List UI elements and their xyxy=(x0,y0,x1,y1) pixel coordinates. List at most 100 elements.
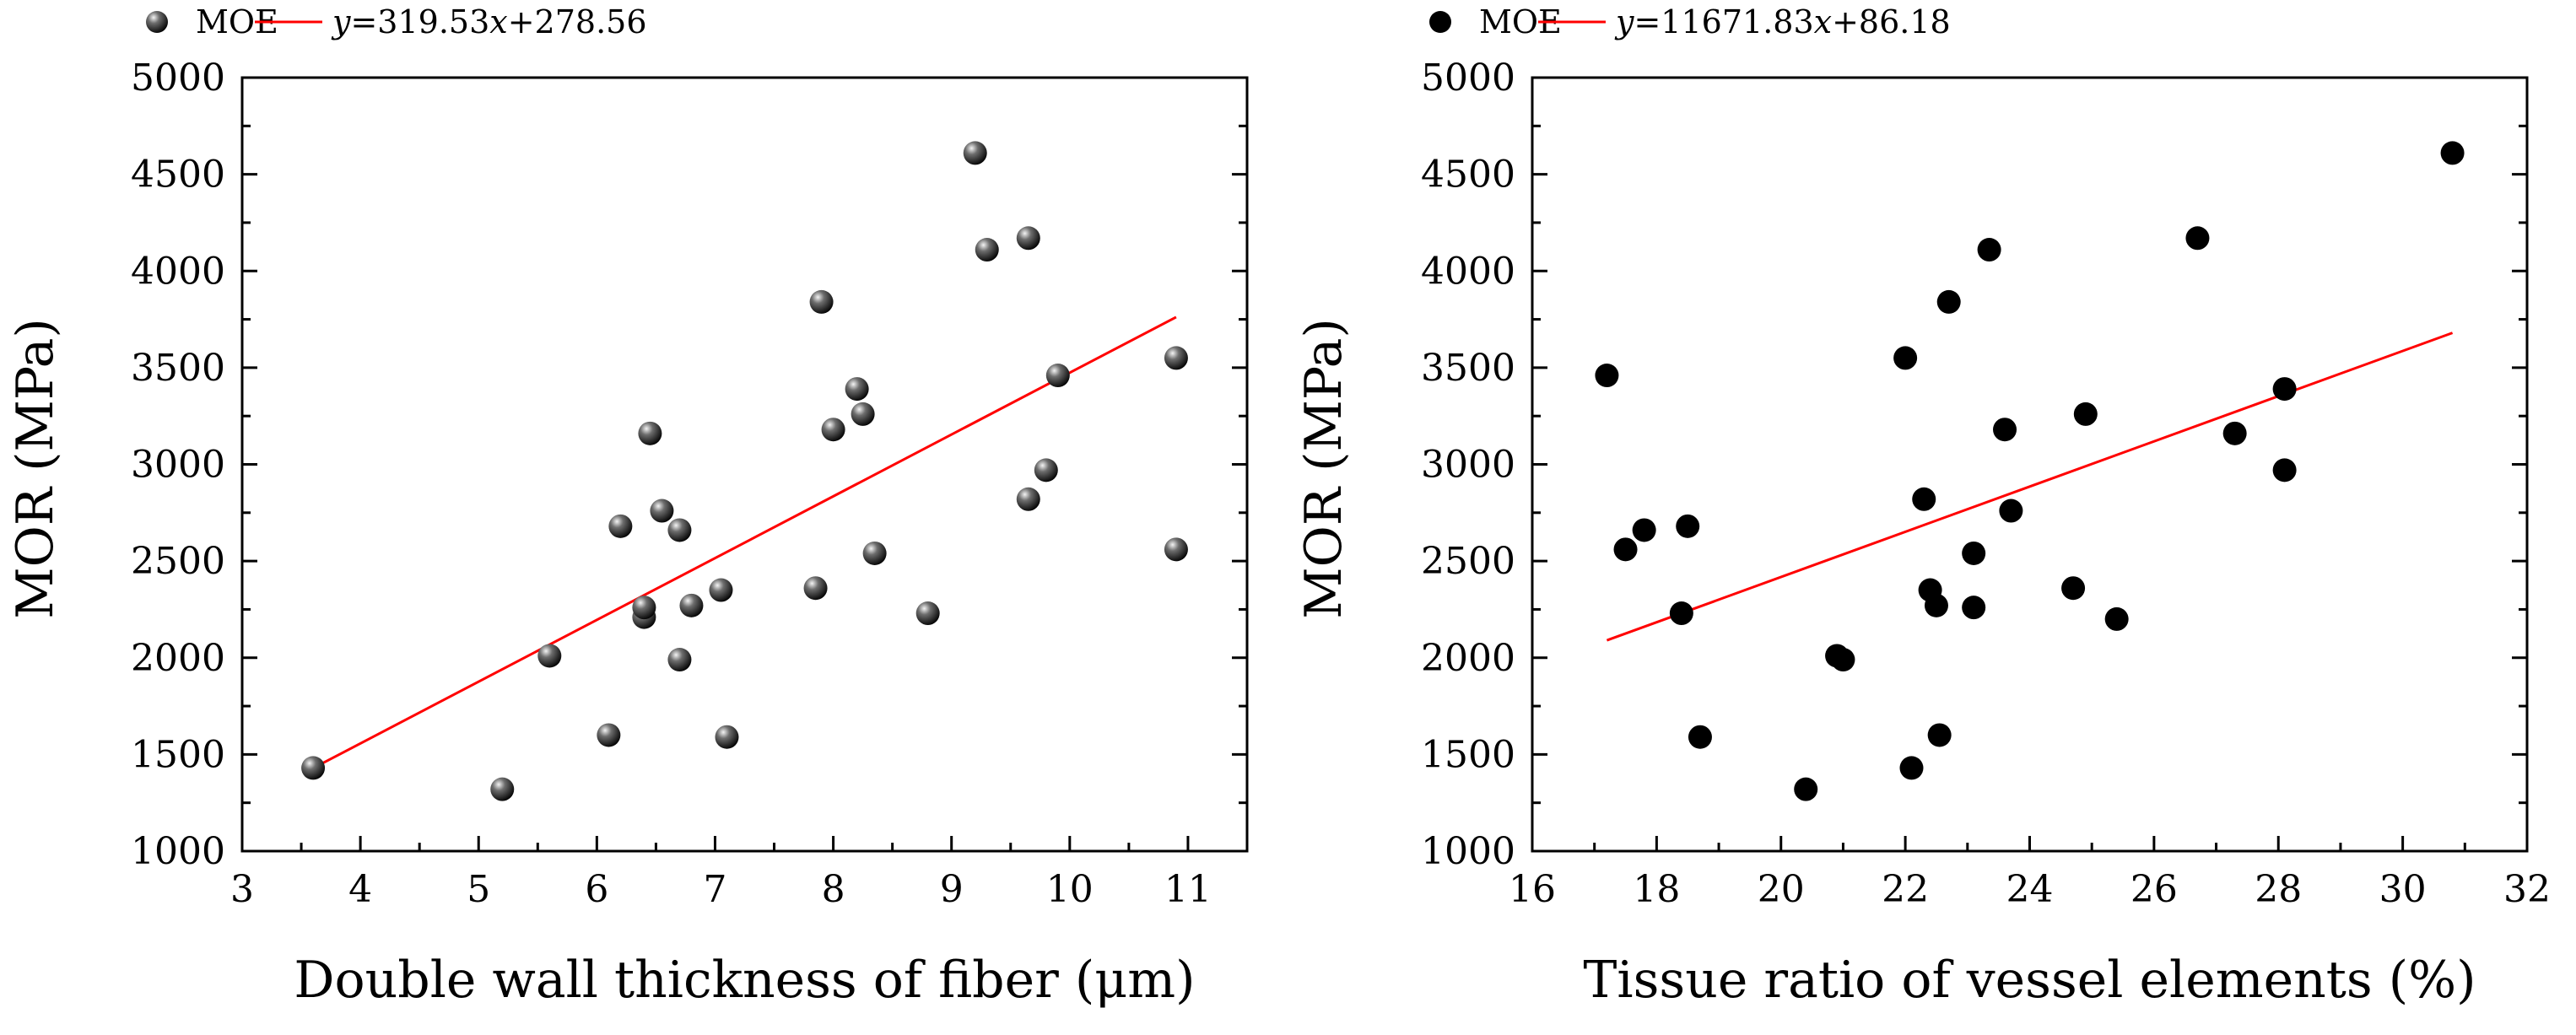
x-tick-label: 3 xyxy=(230,868,254,911)
data-point xyxy=(537,644,562,668)
data-point xyxy=(715,725,739,749)
data-point xyxy=(667,518,692,542)
y-axis-title: MOR (MPa) xyxy=(6,318,65,619)
x-tick-label: 24 xyxy=(2006,868,2054,911)
x-tick-label: 9 xyxy=(940,868,964,911)
y-tick-label: 2000 xyxy=(1421,637,1515,680)
chart-panel-vessel-ratio: 1000 1500 2000 2500 3000 3500 4000 4500 5000 16 18… xyxy=(1288,0,2576,1035)
data-point xyxy=(1927,723,1952,747)
data-point xyxy=(1999,499,2023,523)
y-tick-label: 2500 xyxy=(1421,540,1515,583)
fit-line xyxy=(1606,332,2454,642)
data-point xyxy=(851,402,875,426)
scatter-chart-vessel-ratio: 1000 1500 2000 2500 3000 3500 4000 4500 5000 16 18… xyxy=(1294,3,2551,1010)
plot-frame xyxy=(240,76,1249,853)
data-point xyxy=(809,289,834,314)
x-tick-label: 16 xyxy=(1509,868,1556,911)
data-point xyxy=(632,596,656,620)
x-tick-label: 26 xyxy=(2130,868,2178,911)
y-tick-label: 4000 xyxy=(131,250,225,293)
y-tick-label: 5000 xyxy=(131,57,225,100)
data-point xyxy=(1669,601,1693,626)
chart-panel-fiber-thickness: 1000 1500 2000 2500 3000 3500 4000 4500 5000 3 4 5 6… xyxy=(6,3,1249,1010)
y-tick-label: 3000 xyxy=(131,444,225,487)
data-point xyxy=(301,756,326,780)
data-point xyxy=(975,238,999,262)
data-point xyxy=(1962,596,1986,620)
x-axis-title: Double wall thickness of fiber (μm) xyxy=(294,951,1195,1010)
data-point xyxy=(2222,421,2247,445)
data-point xyxy=(1794,777,1818,801)
data-point xyxy=(1831,648,1855,672)
x-tick-label: 28 xyxy=(2255,868,2302,911)
x-tick-label: 10 xyxy=(1046,868,1094,911)
x-tick-label: 22 xyxy=(1882,868,1929,911)
plot-frame xyxy=(1531,76,2529,853)
data-point xyxy=(1924,593,1948,617)
data-point xyxy=(1676,514,1700,538)
y-tick-label: 2500 xyxy=(131,540,225,583)
x-axis-title: Tissue ratio of vessel elements (%) xyxy=(1583,951,2476,1010)
data-point xyxy=(608,514,633,538)
data-point xyxy=(1613,537,1638,562)
data-point xyxy=(2185,226,2210,251)
data-point xyxy=(1993,418,2017,442)
data-point xyxy=(597,723,621,747)
data-point xyxy=(1164,537,1188,562)
data-point xyxy=(2272,458,2297,482)
fit-line xyxy=(312,315,1177,770)
data-point xyxy=(1936,289,1961,314)
data-point xyxy=(679,593,704,617)
data-point xyxy=(638,421,662,445)
y-tick-label: 3000 xyxy=(1421,444,1515,487)
data-point xyxy=(709,578,733,602)
data-point xyxy=(862,541,887,565)
x-tick-label: 4 xyxy=(348,868,372,911)
y-tick-label: 3500 xyxy=(131,347,225,390)
data-point xyxy=(1016,226,1040,251)
y-tick-label: 2000 xyxy=(131,637,225,680)
data-point xyxy=(845,377,869,402)
y-axis-title: MOR (MPa) xyxy=(1294,318,1353,619)
x-tick-label: 32 xyxy=(2503,868,2551,911)
y-tick-label: 1500 xyxy=(131,733,225,776)
y-tick-label: 1000 xyxy=(131,830,225,873)
data-point xyxy=(1045,364,1070,388)
data-point xyxy=(1688,725,1712,749)
data-point xyxy=(667,648,692,672)
y-tick-label: 4500 xyxy=(1421,154,1515,197)
data-point xyxy=(821,418,845,442)
y-tick-label: 3500 xyxy=(1421,347,1515,390)
data-point xyxy=(963,141,987,165)
y-tick-label: 4000 xyxy=(1421,250,1515,293)
legend-equation: y=319.53x+278.56 xyxy=(331,3,647,40)
legend-marker xyxy=(1429,11,1451,33)
x-tick-label: 5 xyxy=(467,868,490,911)
data-point xyxy=(1016,487,1040,511)
y-tick-label: 5000 xyxy=(1421,57,1515,100)
data-point xyxy=(2104,606,2129,631)
x-tick-label: 7 xyxy=(703,868,726,911)
data-point xyxy=(2073,402,2098,426)
legend-marker xyxy=(146,11,168,33)
data-point xyxy=(2272,377,2297,402)
data-point xyxy=(1912,487,1936,511)
scatter-chart-fiber-thickness: 1000 1500 2000 2500 3000 3500 4000 4500 5000 3 4 5 6… xyxy=(6,3,1249,1010)
data-point xyxy=(2061,576,2086,601)
legend-equation: y=11671.83x+86.18 xyxy=(1614,3,1951,40)
data-point xyxy=(1632,518,1656,542)
data-point xyxy=(650,499,674,523)
data-point xyxy=(1893,346,1918,370)
data-point xyxy=(803,576,828,601)
y-tick-label: 1000 xyxy=(1421,830,1515,873)
x-tick-label: 18 xyxy=(1633,868,1680,911)
data-point xyxy=(2440,141,2465,165)
data-point xyxy=(490,777,515,801)
y-tick-label: 1500 xyxy=(1421,733,1515,776)
data-point xyxy=(1595,364,1619,388)
y-tick-label: 4500 xyxy=(131,154,225,197)
x-tick-label: 20 xyxy=(1758,868,1805,911)
x-tick-label: 30 xyxy=(2379,868,2427,911)
data-point xyxy=(1899,756,1924,780)
data-point xyxy=(1164,346,1188,370)
